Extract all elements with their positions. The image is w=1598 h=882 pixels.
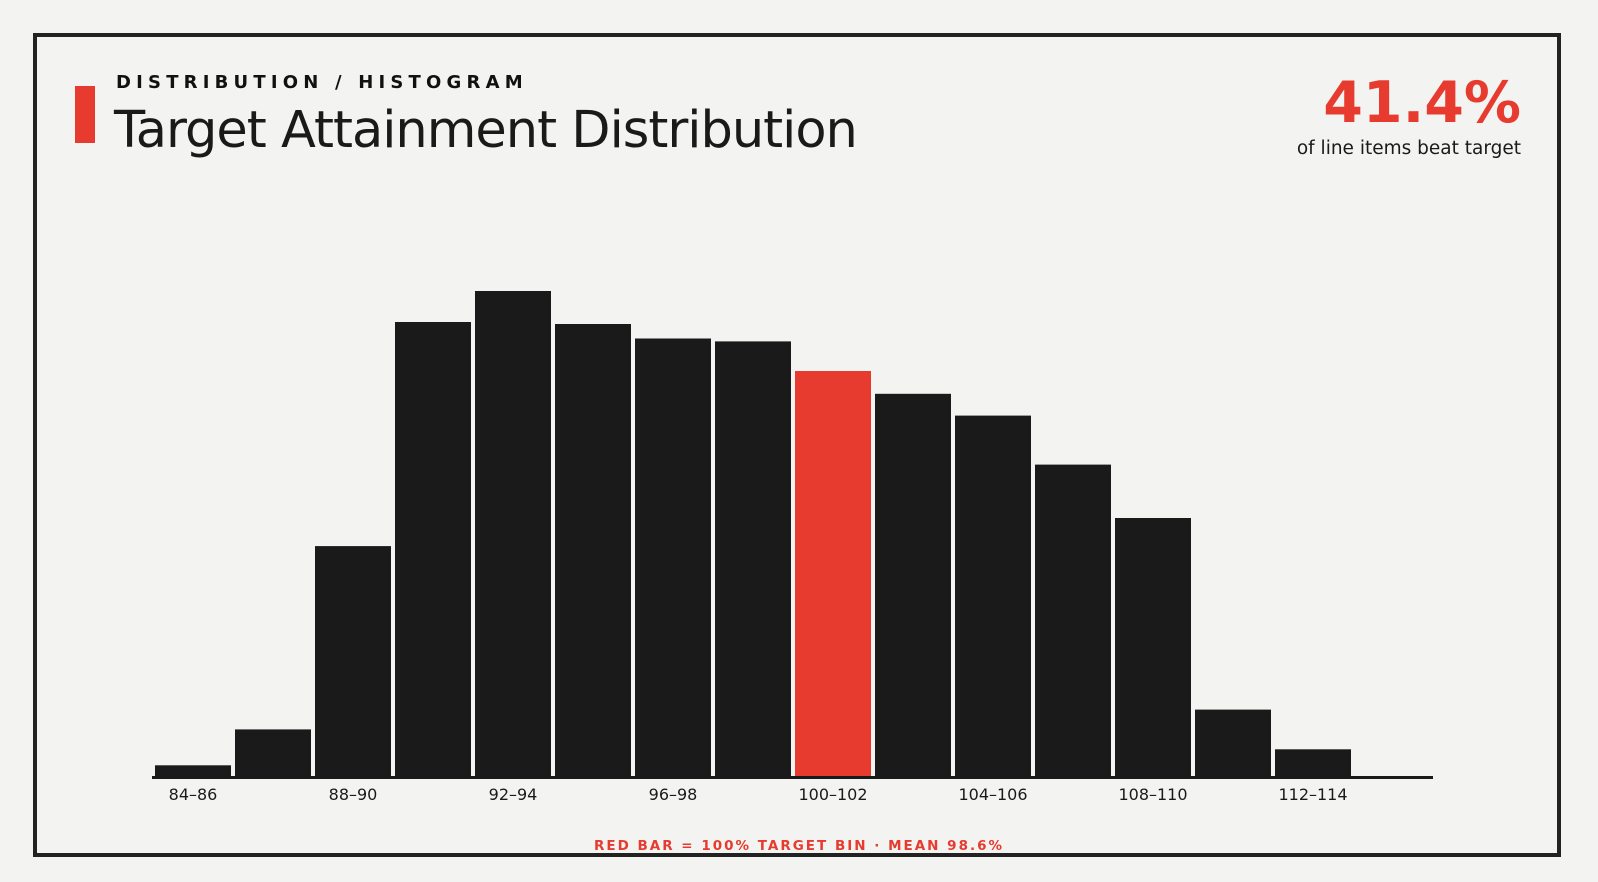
kpi-label: of line items beat target (1296, 138, 1521, 159)
bar-104–106 (955, 415, 1031, 776)
eyebrow-label: DISTRIBUTION / HISTOGRAM (116, 72, 528, 93)
card-frame (33, 33, 1561, 857)
kpi-block: 41.4% of line items beat target (1297, 70, 1521, 159)
tick-label-104–106: 104–106 (958, 785, 1027, 804)
bar-98–100 (715, 341, 791, 776)
bar-92–94 (475, 291, 551, 776)
bar-112–114 (1275, 749, 1351, 776)
tick-label-100–102: 100–102 (798, 785, 867, 804)
bar-102–104 (875, 393, 951, 776)
bar-88–90 (315, 546, 391, 776)
tick-label-108–110: 108–110 (1118, 785, 1187, 804)
bar-86–88 (235, 729, 311, 776)
tick-label-92–94: 92–94 (489, 785, 538, 804)
bar-94–96 (555, 324, 631, 776)
bar-84–86 (155, 765, 231, 776)
tick-label-84–86: 84–86 (169, 785, 218, 804)
tick-label-88–90: 88–90 (329, 785, 378, 804)
bar-108–110 (1115, 518, 1191, 776)
bar-100–102 (795, 371, 871, 776)
bar-106–108 (1035, 464, 1111, 776)
tick-labels-group: 84–86 88–90 92–94 96–98 100–102 104–106 108–11… (169, 785, 1348, 804)
tick-label-112–114: 112–114 (1278, 785, 1347, 804)
bars-group (155, 291, 1351, 776)
kpi-value: 41.4% (1323, 70, 1521, 136)
accent-bar (75, 86, 95, 143)
tick-label-96–98: 96–98 (649, 785, 698, 804)
bar-96–98 (635, 338, 711, 776)
chart-title: Target Attainment Distribution (114, 101, 858, 160)
bar-90–92 (395, 322, 471, 776)
bar-110–112 (1195, 709, 1271, 776)
footnote: RED BAR = 100% TARGET BIN · MEAN 98.6% (593, 838, 1005, 854)
histogram-chart: 84–86 88–90 92–94 96–98 100–102 104–106 108–11… (152, 291, 1433, 804)
